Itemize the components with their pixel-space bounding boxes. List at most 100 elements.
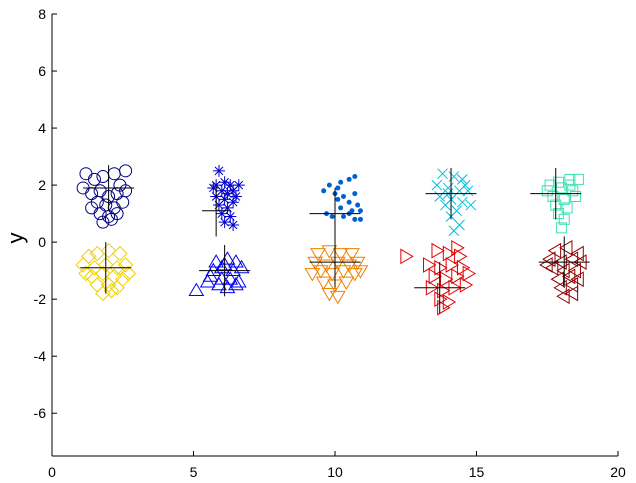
data-point (113, 178, 127, 192)
data-point (564, 179, 576, 191)
data-point (558, 213, 570, 225)
data-point (340, 213, 346, 219)
data-point (96, 215, 110, 229)
data-point (332, 248, 349, 262)
y-tick-label: 4 (38, 120, 46, 136)
data-point (422, 257, 437, 273)
data-point (224, 210, 237, 223)
data-point (228, 276, 244, 291)
data-point (448, 171, 460, 182)
data-point (233, 259, 250, 274)
data-point (400, 248, 414, 265)
data-point (215, 184, 228, 197)
data-point (329, 290, 346, 305)
data-point (326, 182, 332, 188)
series-circle (76, 164, 135, 229)
data-point (434, 259, 448, 276)
data-point (335, 185, 341, 191)
data-point (85, 201, 99, 215)
y-tick-label: 8 (38, 6, 46, 22)
data-point (553, 208, 565, 220)
data-point (329, 213, 335, 219)
data-point (564, 251, 579, 268)
data-point (221, 187, 234, 200)
data-point (324, 268, 341, 282)
data-point (437, 282, 451, 299)
data-point (448, 225, 460, 237)
data-point (564, 173, 576, 185)
y-tick-label: -2 (34, 291, 47, 307)
data-point (107, 167, 121, 181)
series-diamond (75, 242, 137, 302)
data-point (87, 172, 101, 186)
data-point (228, 254, 244, 268)
data-point (352, 191, 358, 197)
series-layer (75, 164, 590, 316)
data-point (95, 265, 111, 282)
data-point (93, 184, 107, 198)
data-point (329, 256, 346, 271)
data-point (352, 174, 358, 180)
data-point (454, 248, 468, 265)
data-point (335, 196, 341, 202)
data-point (428, 268, 443, 285)
data-point (310, 248, 326, 262)
data-point (465, 199, 477, 211)
data-point (456, 196, 468, 208)
data-point (315, 276, 332, 291)
data-point (558, 193, 570, 205)
data-point (100, 242, 117, 259)
data-point (555, 182, 567, 194)
data-point (561, 268, 576, 285)
y-tick-label: 6 (38, 63, 46, 79)
data-point (212, 199, 225, 212)
y-axis-label: y (3, 233, 28, 244)
data-point (451, 268, 465, 285)
data-point (445, 257, 460, 273)
data-point (451, 239, 465, 256)
data-point (570, 191, 582, 203)
data-point (218, 216, 231, 229)
data-point (103, 282, 120, 299)
data-point (99, 198, 113, 212)
data-point (564, 277, 579, 293)
data-point (222, 271, 239, 285)
data-point (442, 182, 454, 194)
series-triangle-left (538, 236, 590, 305)
data-point (79, 167, 93, 181)
data-point (95, 285, 111, 302)
data-point (304, 268, 321, 282)
data-point (227, 219, 240, 232)
data-point (550, 271, 564, 288)
data-point (459, 277, 474, 293)
data-point (110, 187, 124, 201)
data-point (459, 179, 471, 191)
x-tick-labels: 0 5 10 15 20 (48, 464, 626, 480)
data-point (561, 202, 573, 214)
data-point (462, 265, 476, 282)
data-point (539, 257, 553, 273)
y-tick-label: -4 (34, 348, 47, 364)
data-point (542, 251, 556, 268)
data-point (112, 245, 128, 262)
data-point (307, 256, 324, 271)
data-point (321, 245, 338, 259)
axes (51, 13, 619, 457)
data-point (85, 187, 99, 201)
data-point (75, 257, 91, 273)
series-asterisk (201, 164, 245, 237)
data-point (344, 248, 360, 262)
data-point (119, 164, 133, 178)
data-point (321, 188, 327, 194)
series-x (425, 167, 477, 237)
data-point (357, 216, 363, 222)
data-point (440, 199, 451, 211)
data-point (218, 176, 231, 189)
data-point (120, 265, 137, 282)
data-point (442, 294, 457, 310)
data-point (355, 202, 361, 208)
data-point (221, 201, 234, 214)
data-point (215, 207, 228, 220)
data-point (338, 276, 355, 291)
data-point (208, 254, 225, 268)
